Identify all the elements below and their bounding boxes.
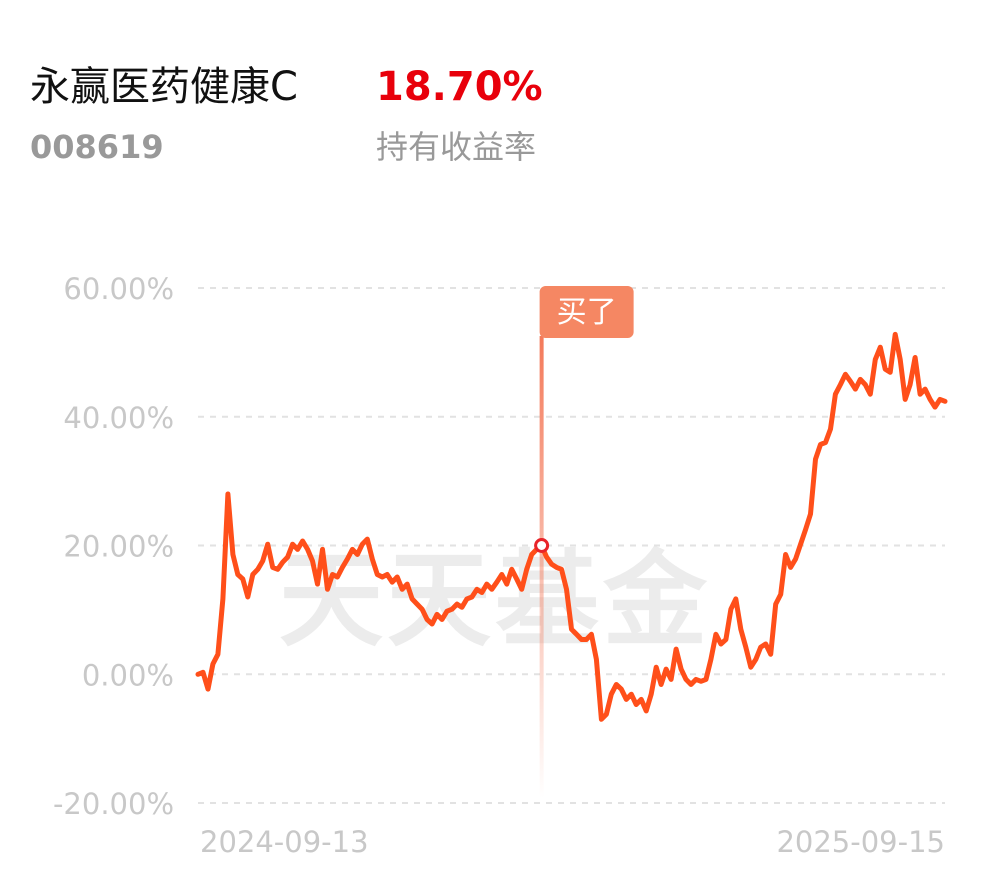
y-tick-label: 40.00% (63, 401, 174, 435)
return-rate: 18.70% (376, 64, 543, 110)
buy-line (539, 336, 544, 798)
y-tick-label: -20.00% (53, 787, 174, 821)
line (195, 331, 948, 722)
fund-name: 永赢医药健康C (30, 64, 298, 110)
buy-point (534, 538, 550, 553)
return-label: 持有收益率 (376, 128, 536, 166)
fund-code: 008619 (30, 128, 164, 166)
x-tick-label: 2025-09-15 (776, 825, 945, 859)
chart: 天天基金 60.00% 40.00% 20.00% 0.00% -20.00% 2024-0… (53, 272, 948, 859)
x-tick-label: 2024-09-13 (200, 825, 369, 859)
y-tick-label: 0.00% (82, 658, 174, 692)
y-tick-label: 20.00% (63, 530, 174, 564)
buy-flag (539, 286, 634, 338)
buy-flag-label: 买了 (557, 295, 617, 330)
y-tick-label: 60.00% (63, 272, 174, 306)
watermark: 天天基金 (279, 539, 711, 661)
